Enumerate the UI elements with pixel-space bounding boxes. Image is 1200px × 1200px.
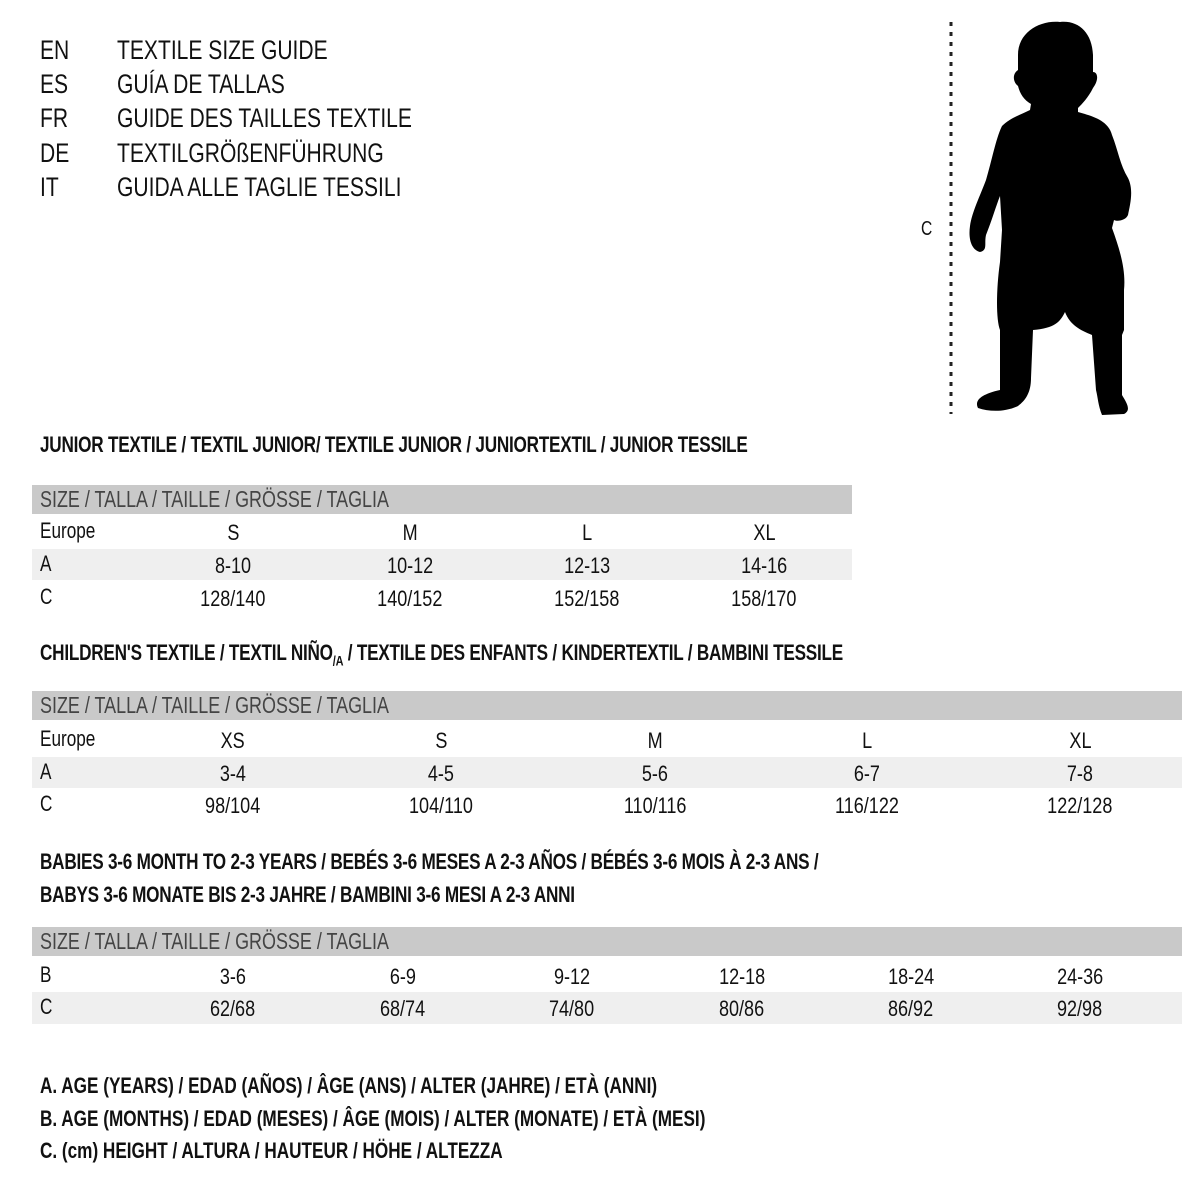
table-cell: M <box>647 728 663 753</box>
legend-item-a: A. AGE (YEARS) / EDAD (AÑOS) / ÂGE (ANS)… <box>40 1073 658 1098</box>
table-cell: 98/104 <box>205 793 261 818</box>
row-label: B <box>40 962 52 987</box>
shaded-row-bg <box>32 757 1182 788</box>
table-cell: 18-24 <box>887 964 935 989</box>
table-cell: M <box>402 520 418 545</box>
babies-section-title-line2: BABYS 3-6 MONATE BIS 2-3 JAHRE / BAMBINI… <box>40 882 575 907</box>
table-cell: L <box>861 728 873 753</box>
row-label: C <box>40 791 53 816</box>
children-section-title: CHILDREN'S TEXTILE / TEXTIL NIÑO/A / TEX… <box>40 640 843 669</box>
title-es: GUÍA DE TALLAS <box>117 69 285 99</box>
table-cell: 110/116 <box>623 793 687 818</box>
shaded-row-bg <box>32 549 852 580</box>
title-fr: GUIDE DES TAILLES TEXTILE <box>117 103 412 133</box>
baby-silhouette <box>969 21 1132 416</box>
table-cell: 8-10 <box>214 553 252 578</box>
shaded-row-bg <box>32 992 1182 1024</box>
lang-code-it: IT <box>40 172 59 202</box>
table-cell: L <box>581 520 593 545</box>
table-cell: S <box>226 520 240 545</box>
lang-code-en: EN <box>40 35 70 65</box>
baby-silhouette-icon <box>949 21 1132 416</box>
table-cell: 10-12 <box>386 553 434 578</box>
table-cell: 128/140 <box>200 586 266 611</box>
table-cell: 14-16 <box>740 553 788 578</box>
table-cell: 74/80 <box>549 996 595 1021</box>
legend-item-c: C. (cm) HEIGHT / ALTURA / HAUTEUR / HÖHE… <box>40 1138 503 1163</box>
title-it: GUIDA ALLE TAGLIE TESSILI <box>117 172 402 202</box>
title-en: TEXTILE SIZE GUIDE <box>117 35 328 65</box>
legend-item-b: B. AGE (MONTHS) / EDAD (MESES) / ÂGE (MO… <box>40 1106 706 1131</box>
row-label: C <box>40 584 53 609</box>
lang-code-de: DE <box>40 138 70 168</box>
table-cell: 7-8 <box>1066 761 1094 786</box>
table-cell: XL <box>752 520 776 545</box>
table-cell: 140/152 <box>377 586 443 611</box>
table-cell: 86/92 <box>888 996 934 1021</box>
table-cell: 12-18 <box>718 964 766 989</box>
table-cell: 92/98 <box>1057 996 1103 1021</box>
table-cell: 104/110 <box>409 793 473 818</box>
lang-code-es: ES <box>40 69 69 99</box>
babies-section-title-line1: BABIES 3-6 MONTH TO 2-3 YEARS / BEBÉS 3-… <box>40 849 819 874</box>
table-cell: XS <box>220 728 246 753</box>
table-cell: 152/158 <box>554 586 620 611</box>
table-cell: S <box>434 728 448 753</box>
junior-section-title: JUNIOR TEXTILE / TEXTIL JUNIOR/ TEXTILE … <box>40 432 748 457</box>
size-header-bar: SIZE / TALLA / TAILLE / GRÖSSE / TAGLIA <box>32 927 1182 956</box>
table-cell: 116/122 <box>835 793 899 818</box>
table-cell: 5-6 <box>641 761 669 786</box>
table-cell: 6-9 <box>389 964 417 989</box>
row-label: A <box>40 551 52 576</box>
row-label: Europe <box>40 518 96 543</box>
table-cell: 24-36 <box>1056 964 1104 989</box>
table-cell: 80/86 <box>719 996 765 1021</box>
row-label: Europe <box>40 726 96 751</box>
table-cell: 6-7 <box>853 761 881 786</box>
row-label: A <box>40 759 52 784</box>
table-cell: 62/68 <box>210 996 256 1021</box>
size-header-bar: SIZE / TALLA / TAILLE / GRÖSSE / TAGLIA <box>32 691 1182 720</box>
row-label: C <box>40 994 53 1019</box>
table-cell: 12-13 <box>563 553 611 578</box>
table-cell: 158/170 <box>731 586 797 611</box>
table-cell: 9-12 <box>553 964 591 989</box>
table-cell: XL <box>1068 728 1092 753</box>
table-cell: 68/74 <box>380 996 426 1021</box>
title-de: TEXTILGRÖßENFÜHRUNG <box>117 138 384 168</box>
table-cell: 3-6 <box>219 964 247 989</box>
table-cell: 122/128 <box>1047 793 1113 818</box>
lang-code-fr: FR <box>40 103 69 133</box>
size-header-bar: SIZE / TALLA / TAILLE / GRÖSSE / TAGLIA <box>32 485 852 514</box>
table-cell: 3-4 <box>219 761 247 786</box>
table-cell: 4-5 <box>427 761 455 786</box>
height-measure-label: C <box>921 218 933 240</box>
